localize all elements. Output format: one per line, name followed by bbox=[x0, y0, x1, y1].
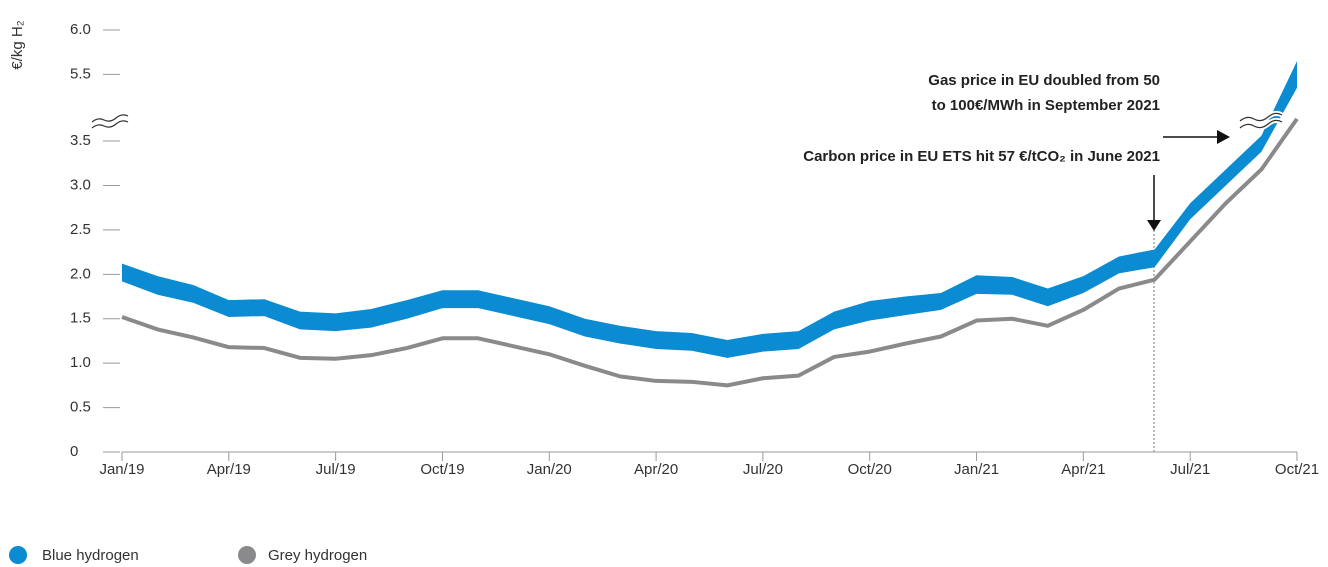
line bbox=[121, 117, 1299, 388]
x-tick-label: Jul/20 bbox=[743, 461, 783, 478]
legend-label: Blue hydrogen bbox=[42, 547, 139, 564]
x-tick-label: Apr/21 bbox=[1061, 461, 1105, 478]
y-tick-label: 1.5 bbox=[70, 310, 91, 327]
legend-swatch bbox=[9, 546, 27, 564]
annotation: to 100€/MWh in September 2021 bbox=[932, 97, 1160, 114]
annotation: Carbon price in EU ETS hit 57 €/tCO₂ in … bbox=[803, 148, 1160, 165]
legend-label: Grey hydrogen bbox=[268, 547, 367, 564]
y-tick-label: 0 bbox=[70, 443, 78, 460]
y-tick-label: 0.5 bbox=[70, 399, 91, 416]
plot bbox=[121, 61, 1299, 388]
y-tick-label: 5.5 bbox=[70, 65, 91, 82]
x-tick-label: Jan/21 bbox=[954, 461, 999, 478]
x-tick-label: Jan/20 bbox=[527, 461, 572, 478]
y-tick-label: 3.0 bbox=[70, 176, 91, 193]
y-tick-label: 3.5 bbox=[70, 132, 91, 149]
x-tick-label: Oct/21 bbox=[1275, 461, 1319, 478]
y-tick-label: 2.5 bbox=[70, 221, 91, 238]
x-tick-label: Oct/19 bbox=[420, 461, 464, 478]
x-tick-label: Apr/20 bbox=[634, 461, 678, 478]
axis-break bbox=[91, 114, 129, 129]
y-axis-label: €/kg H₂ bbox=[9, 20, 26, 69]
legend-swatch bbox=[238, 546, 256, 564]
annotation: Gas price in EU doubled from 50 bbox=[928, 72, 1160, 89]
y-tick-label: 1.0 bbox=[70, 354, 91, 371]
x-tick-label: Jan/19 bbox=[99, 461, 144, 478]
x-tick-label: Jul/21 bbox=[1170, 461, 1210, 478]
x-tick-label: Apr/19 bbox=[207, 461, 251, 478]
y-tick-label: 6.0 bbox=[70, 21, 91, 38]
x-tick-label: Jul/19 bbox=[316, 461, 356, 478]
x-tick-label: Oct/20 bbox=[848, 461, 892, 478]
annotation-arrowhead bbox=[1217, 130, 1230, 144]
band bbox=[122, 61, 1297, 358]
y-tick-label: 2.0 bbox=[70, 265, 91, 282]
annotation-arrowhead bbox=[1147, 220, 1161, 231]
data-break bbox=[1239, 112, 1283, 129]
